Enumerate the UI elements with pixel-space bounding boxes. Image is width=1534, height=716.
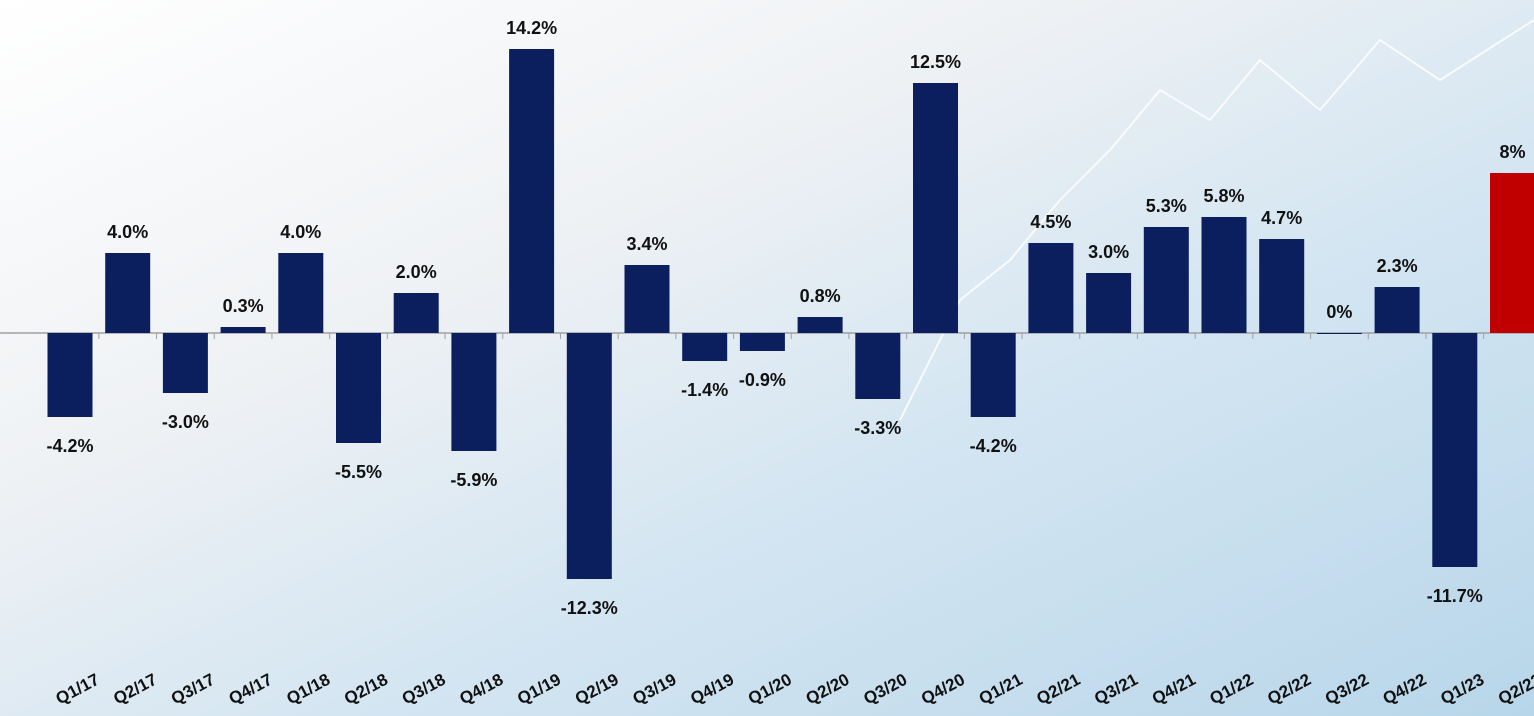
value-label: -11.7%	[1427, 586, 1483, 606]
bar	[278, 253, 323, 333]
value-label: 0.3%	[223, 296, 264, 316]
value-label: -5.5%	[335, 462, 382, 482]
page: -4.2%Q1/174.0%Q2/17-3.0%Q3/170.3%Q4/174.…	[0, 0, 1534, 716]
value-label: 3.0%	[1088, 242, 1129, 262]
bar	[625, 265, 670, 333]
bar	[855, 333, 900, 399]
bar	[798, 317, 843, 333]
value-label: -12.3%	[561, 598, 618, 618]
bar	[971, 333, 1016, 417]
bar	[1086, 273, 1131, 333]
bar	[1317, 333, 1362, 334]
bar	[48, 333, 93, 417]
value-label: 5.3%	[1146, 196, 1187, 216]
bar	[1259, 239, 1304, 333]
bar	[1432, 333, 1477, 567]
value-label: 0.8%	[800, 286, 841, 306]
value-label: 12.5%	[910, 52, 961, 72]
value-label: 2.0%	[396, 262, 437, 282]
bar	[394, 293, 439, 333]
value-label: -4.2%	[970, 436, 1017, 456]
bar	[509, 49, 554, 333]
value-label: -0.9%	[739, 370, 786, 390]
bar	[336, 333, 381, 443]
value-label: 4.7%	[1261, 208, 1302, 228]
value-label: 4.5%	[1030, 212, 1071, 232]
value-label: -4.2%	[46, 436, 93, 456]
value-label: 0%	[1326, 302, 1352, 322]
value-label: -5.9%	[450, 470, 497, 490]
value-label: 8%	[1499, 142, 1525, 162]
bar	[451, 333, 496, 451]
value-label: 4.0%	[280, 222, 321, 242]
value-label: 4.0%	[107, 222, 148, 242]
bar	[163, 333, 208, 393]
bar	[1202, 217, 1247, 333]
value-label: -1.4%	[681, 380, 728, 400]
bar	[1144, 227, 1189, 333]
bar	[682, 333, 727, 361]
bar	[567, 333, 612, 579]
bar	[105, 253, 150, 333]
bar	[740, 333, 785, 351]
background	[0, 0, 1534, 716]
bar	[221, 327, 266, 333]
bar	[1375, 287, 1420, 333]
bar	[913, 83, 958, 333]
value-label: 2.3%	[1377, 256, 1418, 276]
bar	[1490, 173, 1534, 333]
chart: -4.2%Q1/174.0%Q2/17-3.0%Q3/170.3%Q4/174.…	[0, 0, 1534, 716]
bar	[1028, 243, 1073, 333]
value-label: -3.3%	[854, 418, 901, 438]
value-label: 5.8%	[1203, 186, 1244, 206]
value-label: 14.2%	[506, 18, 557, 38]
value-label: 3.4%	[626, 234, 667, 254]
value-label: -3.0%	[162, 412, 209, 432]
